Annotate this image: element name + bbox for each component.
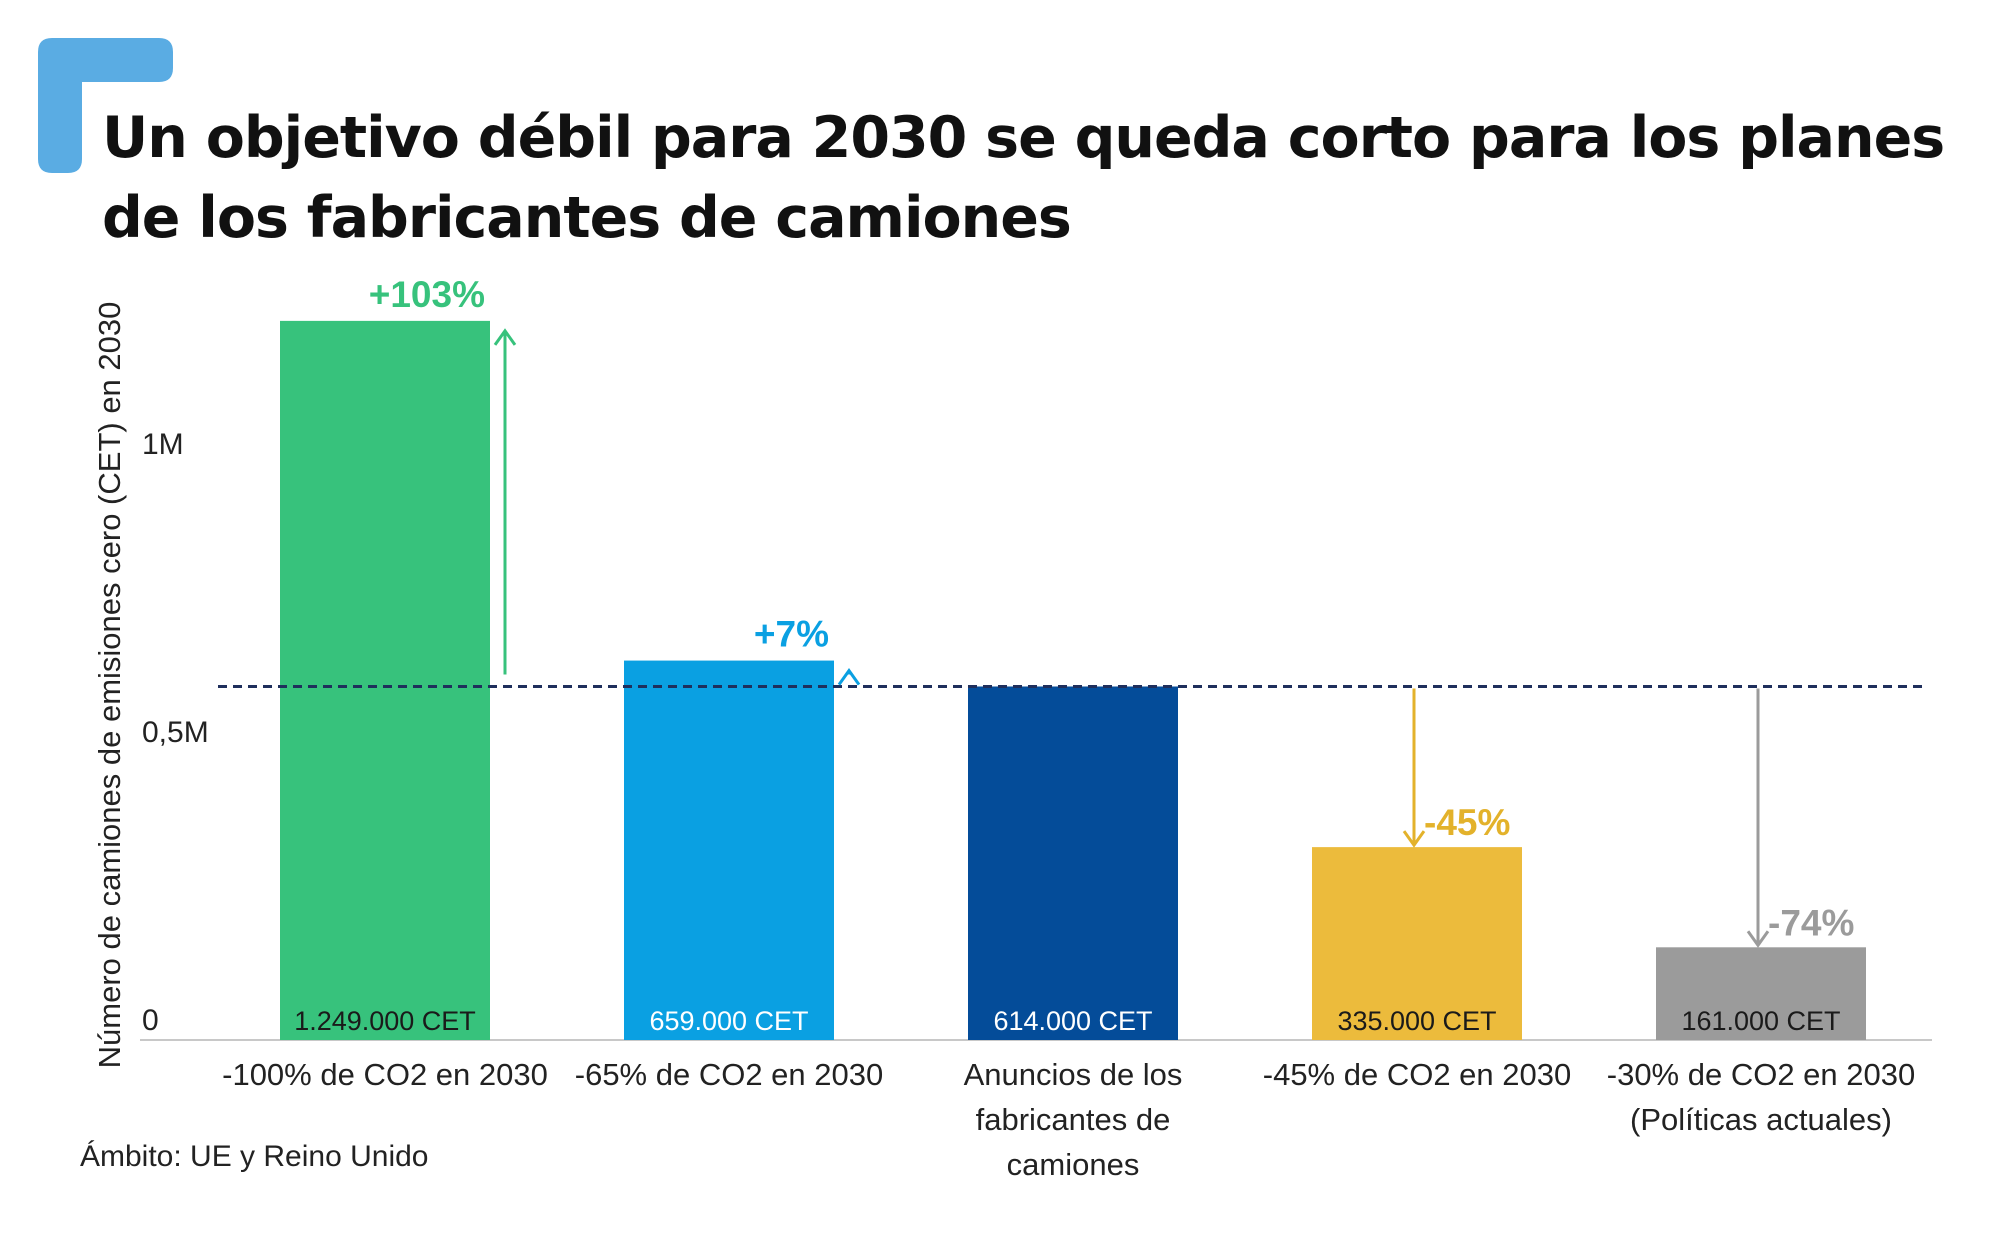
x-category-label: (Políticas actuales): [1630, 1102, 1892, 1137]
change-percent-label: -45%: [1424, 802, 1510, 843]
y-tick-label: 0,5M: [142, 716, 209, 749]
x-category-label: -45% de CO2 en 2030: [1263, 1057, 1572, 1092]
y-tick-label: 1M: [142, 428, 184, 461]
change-arrowhead: [837, 667, 861, 686]
chart-title: Un objetivo débil para 2030 se queda cor…: [102, 105, 1945, 251]
bar: [1312, 847, 1522, 1040]
change-arrowhead: [493, 328, 517, 346]
x-category-label: fabricantes de: [976, 1102, 1171, 1137]
x-category-label: Anuncios de los: [964, 1057, 1183, 1092]
change-arrowhead: [1746, 930, 1770, 948]
y-tick-label: 0: [142, 1004, 159, 1037]
brand-corner-mark: [38, 38, 173, 173]
change-percent-label: +103%: [369, 274, 485, 315]
y-axis-title: Número de camiones de emisiones cero (CE…: [92, 302, 127, 1069]
x-category-label: camiones: [1007, 1147, 1140, 1182]
bar: [1656, 947, 1866, 1040]
bar-value-label: 614.000 CET: [993, 1006, 1152, 1036]
bar: [624, 660, 834, 1040]
x-category-label: -30% de CO2 en 2030: [1607, 1057, 1916, 1092]
change-percent-label: +7%: [754, 614, 829, 655]
change-arrowhead: [1402, 830, 1426, 848]
bar-value-label: 161.000 CET: [1681, 1006, 1840, 1036]
bar-value-label: 659.000 CET: [649, 1006, 808, 1036]
change-percent-label: -74%: [1768, 902, 1854, 943]
bar-value-label: 335.000 CET: [1337, 1006, 1496, 1036]
bar: [968, 686, 1178, 1040]
bar-value-label: 1.249.000 CET: [294, 1006, 476, 1036]
x-category-label: -100% de CO2 en 2030: [222, 1057, 548, 1092]
scope-note: Ámbito: UE y Reino Unido: [80, 1140, 429, 1173]
x-category-label: -65% de CO2 en 2030: [575, 1057, 884, 1092]
bar: [280, 320, 490, 1040]
